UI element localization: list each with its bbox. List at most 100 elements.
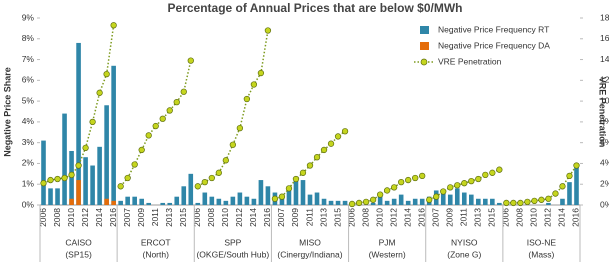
x-tick-label: 2008 [52, 208, 62, 227]
group-label: SPP [224, 237, 241, 247]
bar [258, 180, 264, 205]
vre-marker [208, 174, 215, 182]
x-tick-label: 2010 [374, 208, 384, 227]
vre-marker [412, 174, 419, 182]
x-tick-label: 2008 [206, 208, 216, 227]
x-tick-label: 2010 [66, 208, 76, 227]
y2-tick-label: 4% [600, 158, 609, 168]
bar [546, 202, 551, 205]
bar [76, 180, 81, 205]
bar [118, 200, 123, 205]
x-tick-label: 2009 [445, 208, 455, 227]
x-tick-label: 2009 [290, 208, 300, 227]
y2-tick-label: 0% [600, 199, 609, 209]
vre-marker [243, 95, 251, 103]
x-tick-label: 2008 [515, 208, 525, 227]
vre-marker [124, 174, 131, 182]
bar [104, 198, 109, 205]
y2-tick-label: 6% [600, 137, 609, 147]
bar [567, 182, 572, 205]
vre-marker [236, 124, 244, 132]
y-tick-label: 4% [22, 116, 35, 126]
bar [223, 200, 229, 205]
y2-axis-title: VRE Penetration [598, 77, 608, 148]
bar [139, 198, 144, 205]
vre-marker [468, 177, 475, 185]
bar [398, 194, 404, 205]
vre-marker [306, 162, 314, 169]
x-tick-label: 2015 [178, 208, 188, 227]
vre-marker [461, 180, 468, 187]
group-label: MISO [299, 237, 321, 247]
legend-swatch [420, 58, 428, 66]
bar [188, 173, 194, 205]
vre-marker [145, 132, 152, 139]
bar [440, 192, 446, 205]
x-tick-label: 2012 [234, 208, 244, 227]
bar [111, 200, 116, 205]
y2-tick-label: 12% [600, 75, 609, 85]
x-tick-label: 2015 [487, 208, 497, 227]
y-tick-label: 9% [22, 12, 35, 22]
group-sublabel: (Western) [369, 249, 406, 259]
bar [391, 198, 397, 205]
vre-marker [82, 144, 89, 152]
vre-marker [292, 175, 300, 183]
x-tick-label: 2011 [150, 208, 160, 227]
x-tick-label: 2013 [473, 208, 483, 227]
vre-marker [152, 122, 159, 130]
x-tick-label: 2015 [332, 208, 342, 227]
y2-tick-label: 2% [600, 178, 609, 188]
y-tick-label: 2% [22, 158, 35, 168]
vre-marker [531, 197, 538, 204]
legend-swatch [420, 42, 429, 50]
x-tick-label: 2008 [360, 208, 370, 227]
bar [468, 194, 474, 205]
vre-marker [68, 171, 75, 179]
x-tick-label: 2014 [402, 208, 412, 227]
vre-marker [482, 171, 489, 179]
vre-marker [573, 162, 580, 169]
x-tick-label: 2012 [543, 208, 553, 227]
y-tick-label: 6% [22, 75, 35, 85]
vre-marker [278, 193, 286, 200]
bar [83, 157, 88, 205]
group-sublabel: (OKGE/South Hub) [196, 249, 269, 259]
vre-marker [103, 70, 110, 78]
bar [111, 65, 116, 206]
x-tick-label: 2014 [248, 208, 258, 227]
vre-marker [89, 118, 96, 126]
group-sublabel: (Cinergy/Indiana) [277, 249, 342, 259]
chart-title: Percentage of Annual Prices that are bel… [168, 1, 463, 15]
bar [160, 202, 166, 205]
vre-marker [229, 141, 237, 148]
vre-marker [138, 146, 145, 154]
bar [41, 140, 46, 205]
vre-marker [524, 198, 531, 206]
bar [560, 198, 565, 205]
vre-marker [503, 199, 510, 207]
group-sublabel: (SP15) [65, 249, 92, 259]
bar [342, 200, 348, 205]
y2-tick-label: 18% [600, 12, 609, 22]
vre-marker [271, 195, 279, 202]
y-tick-label: 5% [22, 95, 35, 105]
legend-label: Negative Price Frequency DA [438, 40, 550, 50]
vre-marker [313, 154, 321, 161]
bar [412, 198, 418, 205]
bar [279, 196, 285, 205]
x-tick-label: 2016 [571, 208, 581, 227]
bar [265, 186, 271, 205]
vre-marker [117, 183, 124, 190]
bar [405, 200, 411, 205]
x-tick-label: 2007 [430, 208, 440, 227]
bar [174, 196, 180, 205]
bar [90, 165, 95, 205]
bar [146, 202, 152, 205]
y2-tick-label: 8% [600, 116, 609, 126]
x-tick-label: 2011 [459, 208, 469, 227]
y2-tick-label: 14% [600, 54, 609, 64]
vre-marker [454, 182, 461, 189]
vre-marker [552, 190, 559, 197]
y-tick-label: 1% [22, 178, 35, 188]
